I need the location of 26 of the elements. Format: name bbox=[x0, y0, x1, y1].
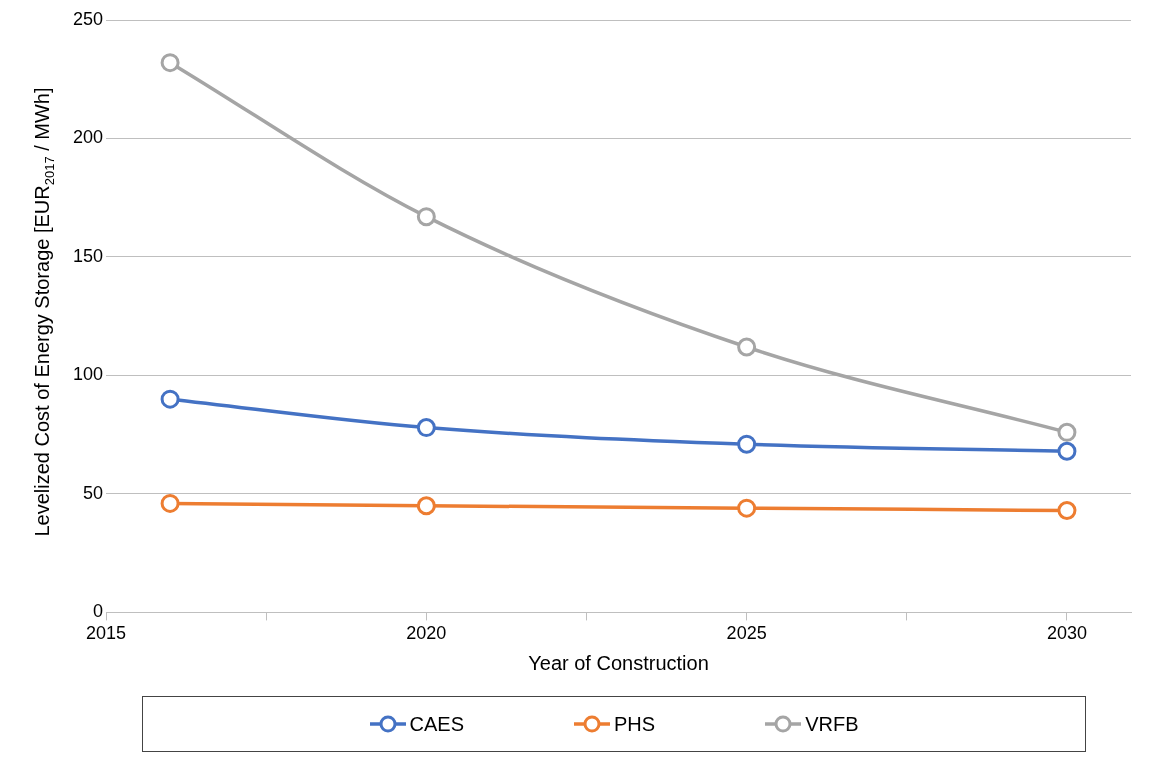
point bbox=[1057, 422, 1077, 442]
legend-label: CAES bbox=[409, 712, 464, 736]
y-tick-label: 250 bbox=[72, 8, 104, 29]
point bbox=[737, 434, 757, 454]
y-tick-label: 0 bbox=[93, 601, 104, 622]
point bbox=[160, 53, 180, 73]
point bbox=[1057, 441, 1077, 461]
x-tick-label: 2020 bbox=[406, 623, 447, 644]
y-tick-label: 150 bbox=[72, 245, 104, 266]
x-tick-label: 2025 bbox=[726, 623, 767, 644]
point bbox=[416, 418, 436, 438]
legend-label: PHS bbox=[614, 712, 656, 736]
point bbox=[737, 337, 757, 357]
point bbox=[160, 493, 180, 513]
point bbox=[416, 496, 436, 516]
x-axis-title: Year of Construction bbox=[528, 651, 709, 674]
point bbox=[160, 389, 180, 409]
x-tick-label: 2030 bbox=[1046, 623, 1087, 644]
y-tick-label: 50 bbox=[83, 482, 104, 503]
point bbox=[1057, 501, 1077, 521]
legend-label: VRFB bbox=[805, 712, 859, 736]
y-tick-label: 200 bbox=[72, 127, 104, 148]
point bbox=[416, 207, 436, 227]
x-tick-label: 2015 bbox=[86, 623, 127, 644]
y-tick-label: 100 bbox=[72, 364, 104, 385]
point bbox=[737, 498, 757, 518]
